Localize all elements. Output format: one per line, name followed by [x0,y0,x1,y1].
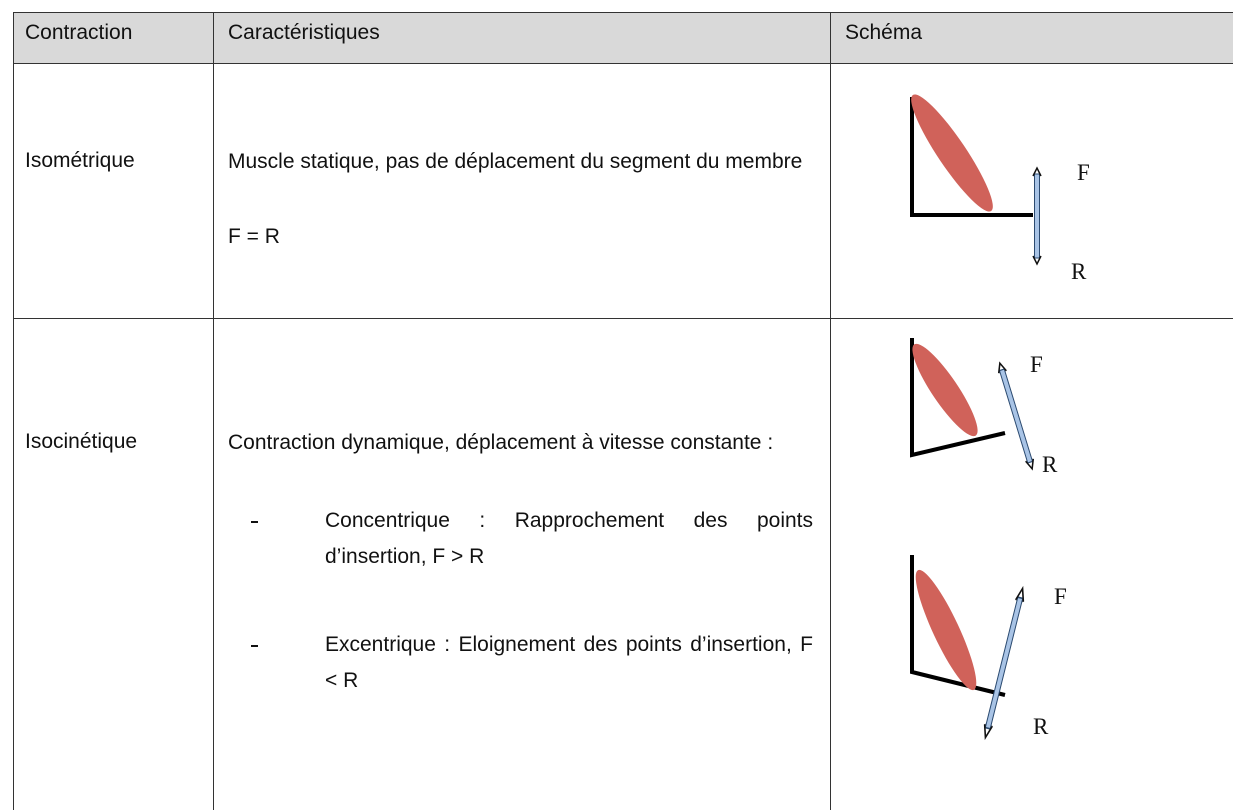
diagram: F R [903,337,1058,477]
force-label: F [1054,584,1067,609]
resistance-label: R [1071,259,1087,284]
diagrams: F R F R F R [0,0,1233,810]
diagram: F R [901,87,1090,284]
force-label: F [1030,352,1043,377]
diagram: F R [906,555,1066,739]
resistance-label: R [1033,714,1049,739]
page: Contraction Caractéristiques Schéma Isom… [0,0,1233,810]
resistance-label: R [1042,452,1058,477]
force-label: F [1077,160,1090,185]
